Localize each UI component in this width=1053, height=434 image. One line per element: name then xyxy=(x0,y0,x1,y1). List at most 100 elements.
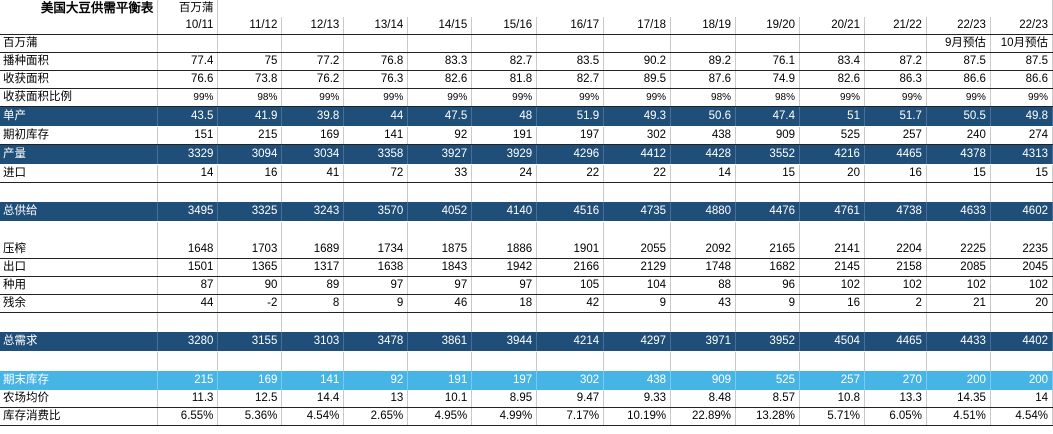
value-cell xyxy=(864,312,927,332)
year-header-cell: 15/16 xyxy=(471,17,538,35)
value-cell: 15 xyxy=(926,164,991,183)
table-row: 压榨 1648 1703 1689 1734 1875 1886 1901 2055 2092 21… xyxy=(0,241,1053,259)
value-cell: 4633 xyxy=(926,202,991,222)
value-cell: 86.6 xyxy=(926,70,991,89)
value-cell: 3034 xyxy=(281,144,345,165)
forecast-note-cell xyxy=(670,34,737,53)
value-cell: 1875 xyxy=(407,241,473,259)
value-cell: 257 xyxy=(799,371,865,390)
value-cell: 99% xyxy=(281,88,345,107)
value-cell: 4465 xyxy=(864,144,927,165)
value-cell: 49.3 xyxy=(603,106,672,127)
row-label: 收获面积比例 xyxy=(0,88,159,107)
table-row xyxy=(0,182,1053,202)
value-cell xyxy=(536,221,605,241)
value-cell: 1638 xyxy=(343,258,409,277)
value-cell: 14 xyxy=(670,164,737,183)
value-cell: 11.3 xyxy=(157,390,219,408)
value-cell xyxy=(603,221,672,241)
value-cell xyxy=(217,182,283,202)
value-cell: 46 xyxy=(407,294,473,313)
value-cell xyxy=(343,351,409,371)
table-row xyxy=(0,351,1053,371)
value-cell: 8.95 xyxy=(471,390,538,408)
value-cell: 104 xyxy=(603,276,672,295)
value-cell xyxy=(343,182,409,202)
value-cell: 92 xyxy=(407,126,473,145)
value-cell: 4735 xyxy=(603,202,672,222)
value-cell: 4433 xyxy=(926,332,991,352)
value-cell: 240 xyxy=(926,126,991,145)
value-cell xyxy=(864,182,927,202)
value-cell: 41 xyxy=(281,164,345,183)
value-cell xyxy=(343,312,409,332)
value-cell: 1648 xyxy=(157,241,219,259)
forecast-note-cell: 9月预估 xyxy=(926,34,991,53)
value-cell xyxy=(926,221,991,241)
value-cell: 191 xyxy=(407,371,473,390)
value-cell: 4216 xyxy=(799,144,865,165)
value-cell: 81.8 xyxy=(471,70,538,89)
value-cell xyxy=(281,351,345,371)
row-label xyxy=(0,182,159,202)
value-cell xyxy=(799,182,865,202)
value-cell: 3280 xyxy=(157,332,219,352)
value-cell: 98% xyxy=(735,88,801,107)
value-cell: 2085 xyxy=(926,258,991,277)
value-cell xyxy=(281,221,345,241)
row-label xyxy=(0,351,159,371)
value-cell: 43.5 xyxy=(157,106,219,127)
value-cell: 6.55% xyxy=(157,407,219,426)
value-cell: 97 xyxy=(471,276,538,295)
forecast-note-cell xyxy=(735,34,801,53)
value-cell xyxy=(281,182,345,202)
value-cell: 2204 xyxy=(864,241,927,259)
value-cell: 4.54% xyxy=(990,407,1053,426)
value-cell: 43 xyxy=(670,294,737,313)
value-cell: 3927 xyxy=(407,144,473,165)
value-cell: 3478 xyxy=(343,332,409,352)
year-header-cell: 13/14 xyxy=(343,17,409,35)
row-label: 压榨 xyxy=(0,241,159,259)
value-cell xyxy=(603,312,672,332)
value-cell: 15 xyxy=(735,164,801,183)
year-header-cell: 12/13 xyxy=(281,17,345,35)
value-cell: 4476 xyxy=(735,202,801,222)
value-cell: 2 xyxy=(864,294,927,313)
value-cell: 47.4 xyxy=(735,106,801,127)
unit-row: 百万蒲 9月预估 10月预估 xyxy=(0,34,1053,53)
value-cell: 1886 xyxy=(471,241,538,259)
value-cell xyxy=(407,221,473,241)
value-cell: 9.47 xyxy=(536,390,605,408)
value-cell: 6.05% xyxy=(864,407,927,426)
unit-label: 百万蒲 xyxy=(157,0,219,17)
value-cell xyxy=(990,221,1053,241)
value-cell xyxy=(670,221,737,241)
value-cell: 96 xyxy=(735,276,801,295)
value-cell: 10.8 xyxy=(799,390,865,408)
value-cell xyxy=(864,221,927,241)
value-cell: 1501 xyxy=(157,258,219,277)
value-cell: 18 xyxy=(471,294,538,313)
value-cell: 215 xyxy=(217,126,283,145)
value-cell: 76.2 xyxy=(281,70,345,89)
row-label: 期初库存 xyxy=(0,126,159,145)
value-cell xyxy=(281,312,345,332)
value-cell: 141 xyxy=(343,126,409,145)
value-cell: 3861 xyxy=(407,332,473,352)
value-cell: 169 xyxy=(217,371,283,390)
value-cell: 99% xyxy=(603,88,672,107)
value-cell xyxy=(217,221,283,241)
table-row: 残余 44 -2 8 9 46 18 42 9 43 9 16 2 21 20 xyxy=(0,294,1053,313)
value-cell: 76.3 xyxy=(343,70,409,89)
table-row: 播种面积 77.4 75 77.2 76.8 83.3 82.7 83.5 90.2 89.2 76… xyxy=(0,52,1053,71)
value-cell: 21 xyxy=(926,294,991,313)
value-cell: 102 xyxy=(990,276,1053,295)
value-cell xyxy=(407,351,473,371)
value-cell xyxy=(217,351,283,371)
value-cell: 51.9 xyxy=(536,106,605,127)
value-cell: 2145 xyxy=(799,258,865,277)
value-cell xyxy=(217,312,283,332)
value-cell: 20 xyxy=(990,294,1053,313)
